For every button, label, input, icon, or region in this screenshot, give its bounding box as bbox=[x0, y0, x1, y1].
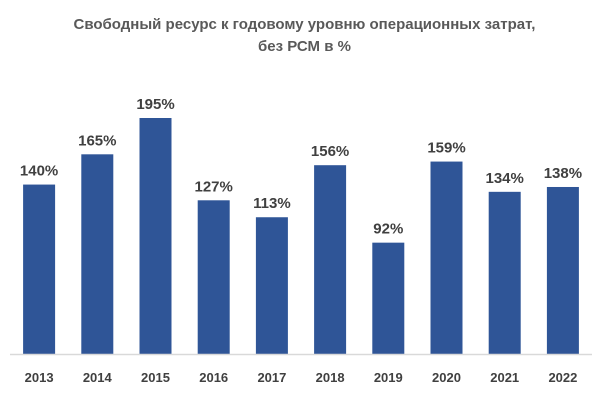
data-label-2021: 134% bbox=[486, 170, 524, 187]
x-tick-label-2020: 2020 bbox=[432, 370, 461, 385]
x-tick-label-2022: 2022 bbox=[548, 370, 577, 385]
bar-2015 bbox=[139, 118, 172, 354]
x-tick-label-2013: 2013 bbox=[25, 370, 54, 385]
x-tick-labels-group: 2013 2014 2015 2016 2017 2018 2019 2020 2021 2022 bbox=[25, 370, 578, 385]
x-tick-label-2021: 2021 bbox=[490, 370, 519, 385]
bar-2021 bbox=[488, 191, 521, 354]
chart-title-line-1: Свободный ресурс к годовому уровню опера… bbox=[73, 16, 536, 33]
bar-2018 bbox=[314, 165, 347, 354]
bar-2020 bbox=[430, 161, 463, 354]
data-labels-group: 140% 165% 195% 127% 113% 156% 92% 159% 134% 138% bbox=[20, 96, 582, 238]
data-label-2013: 140% bbox=[20, 163, 58, 180]
data-label-2016: 127% bbox=[195, 178, 233, 195]
x-tick-label-2019: 2019 bbox=[374, 370, 403, 385]
data-label-2017: 113% bbox=[253, 195, 291, 212]
bar-2022 bbox=[546, 186, 579, 354]
data-label-2014: 165% bbox=[78, 132, 116, 149]
x-tick-label-2015: 2015 bbox=[141, 370, 170, 385]
x-tick-label-2017: 2017 bbox=[257, 370, 286, 385]
bar-2016 bbox=[197, 200, 230, 354]
data-label-2018: 156% bbox=[311, 143, 349, 160]
bar-2017 bbox=[255, 217, 288, 354]
bars-group bbox=[23, 118, 579, 354]
chart-title-line-2: без РСМ в % bbox=[258, 38, 351, 55]
bar-2014 bbox=[81, 154, 114, 354]
x-tick-label-2016: 2016 bbox=[199, 370, 228, 385]
bar-2019 bbox=[372, 242, 405, 354]
x-tick-label-2014: 2014 bbox=[83, 370, 113, 385]
data-label-2019: 92% bbox=[373, 221, 403, 238]
data-label-2015: 195% bbox=[136, 96, 174, 113]
data-label-2022: 138% bbox=[544, 165, 582, 182]
bar-2013 bbox=[23, 184, 56, 354]
chart-title: Свободный ресурс к годовому уровню опера… bbox=[0, 14, 609, 58]
x-tick-label-2018: 2018 bbox=[316, 370, 345, 385]
data-label-2020: 159% bbox=[427, 140, 465, 157]
